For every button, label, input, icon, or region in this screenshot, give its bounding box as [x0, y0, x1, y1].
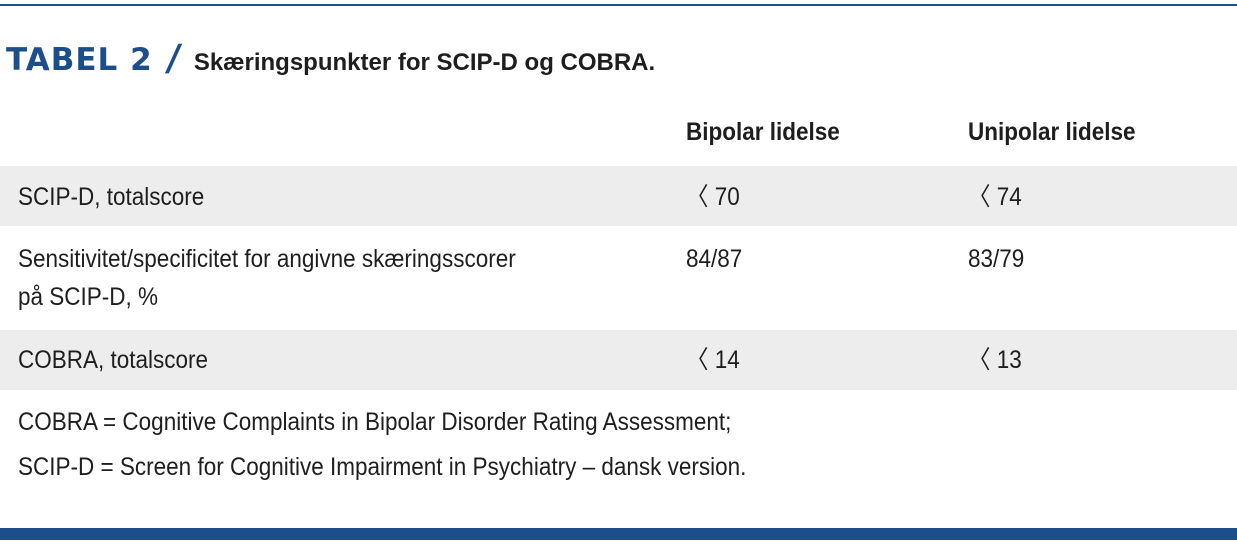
unipolar-value: 〈 74 — [968, 183, 1022, 211]
heading-separator: / — [163, 38, 183, 79]
bipolar-value: 〈 14 — [686, 346, 740, 374]
row-label: COBRA, totalscore — [18, 346, 209, 374]
table-row: SCIP-D, totalscore 〈 70 〈 74 — [0, 166, 1237, 226]
row-label: SCIP-D, totalscore — [18, 183, 205, 211]
top-rule — [0, 4, 1237, 6]
table-row: Sensitivitet/specificitet for angivne sk… — [0, 226, 1237, 330]
bipolar-value: 84/87 — [686, 245, 743, 273]
row-label: Sensitivitet/specificitet for angivne sk… — [18, 245, 516, 273]
table-number-label: TABEL 2 — [6, 42, 153, 78]
table-title: Skæringspunkter for SCIP-D og COBRA. — [193, 49, 656, 76]
bottom-rule — [0, 528, 1237, 540]
row-label-continued: på SCIP-D, % — [18, 283, 159, 311]
footnote: COBRA = Cognitive Complaints in Bipolar … — [18, 408, 732, 436]
table-row: COBRA, totalscore 〈 14 〈 13 — [0, 330, 1237, 390]
bipolar-value: 〈 70 — [686, 183, 740, 211]
column-header-bipolar: Bipolar lidelse — [686, 118, 840, 146]
footnote: SCIP-D = Screen for Cognitive Impairment… — [18, 453, 747, 481]
table-heading: TABEL 2 / Skæringspunkter for SCIP-D og … — [6, 38, 656, 79]
unipolar-value: 〈 13 — [968, 346, 1022, 374]
unipolar-value: 83/79 — [968, 245, 1025, 273]
column-header-unipolar: Unipolar lidelse — [968, 118, 1136, 146]
